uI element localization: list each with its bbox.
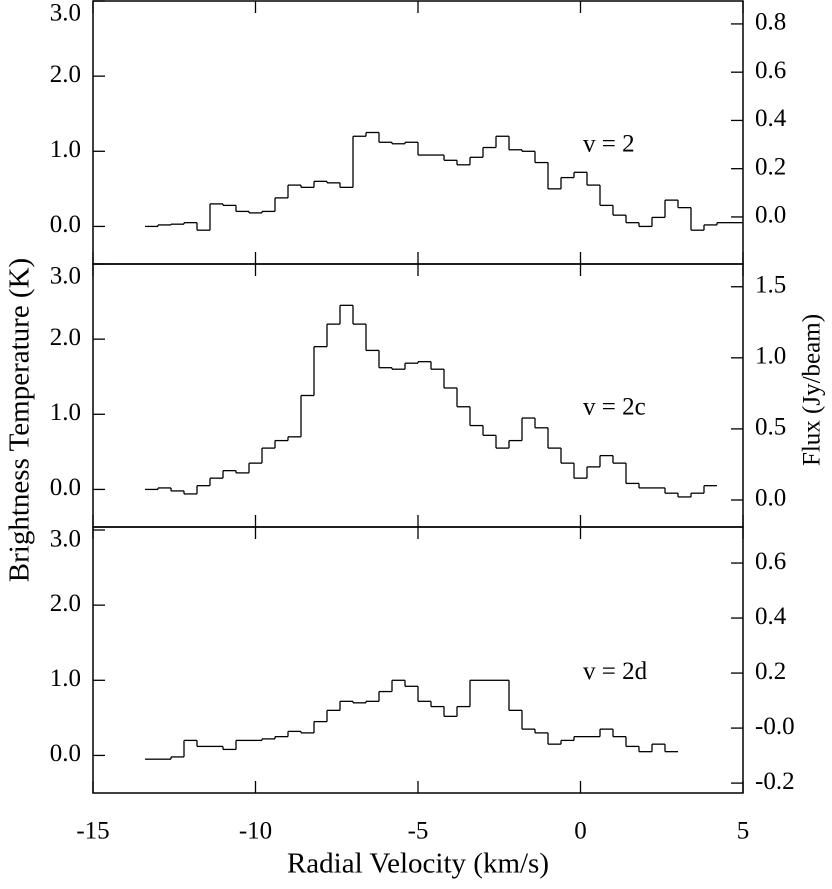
panel-annotation: v = 2d bbox=[583, 658, 648, 685]
x-axis-label: Radial Velocity (km/s) bbox=[287, 848, 549, 880]
y-tick-label: 0.0 bbox=[50, 740, 81, 767]
x-tick-label: -15 bbox=[76, 818, 109, 845]
x-tick-label: 0 bbox=[574, 818, 587, 845]
y2-tick-label: 0.2 bbox=[755, 153, 786, 180]
y-tick-label: 1.0 bbox=[50, 136, 81, 163]
y-tick-label: 0.0 bbox=[50, 211, 81, 238]
y2-tick-label: 0.0 bbox=[755, 202, 786, 229]
y2-tick-label: 0.4 bbox=[755, 105, 787, 132]
y2-tick-label: 0.2 bbox=[755, 658, 786, 685]
y2-tick-label: 0.5 bbox=[755, 414, 786, 441]
panel-annotation: v = 2 bbox=[583, 130, 635, 157]
panel-annotation: v = 2c bbox=[583, 393, 646, 420]
y2-tick-label: -0.2 bbox=[755, 768, 795, 795]
y-tick-label: 1.0 bbox=[50, 399, 81, 426]
y2-tick-label: -0.0 bbox=[755, 713, 795, 740]
y2-tick-label: 0.4 bbox=[755, 603, 787, 630]
x-tick-label: -10 bbox=[239, 818, 272, 845]
y-tick-label: 2.0 bbox=[50, 324, 81, 351]
y2-axis-label: Flux (Jy/beam) bbox=[799, 314, 826, 466]
y2-tick-label: 0.8 bbox=[755, 9, 786, 36]
y-tick-label: 2.0 bbox=[50, 590, 81, 617]
x-tick-label: -5 bbox=[408, 818, 429, 845]
y-axis-label: Brightness Temperature (K) bbox=[4, 258, 36, 582]
y2-tick-label: 0.6 bbox=[755, 548, 786, 575]
y-tick-label: 3.0 bbox=[50, 0, 81, 27]
y-tick-label: 0.0 bbox=[50, 474, 81, 501]
y-tick-label: 1.0 bbox=[50, 665, 81, 692]
y-tick-label: 3.0 bbox=[50, 263, 81, 290]
y-tick-label: 2.0 bbox=[50, 61, 81, 88]
y2-tick-label: 0.0 bbox=[755, 485, 786, 512]
y2-tick-label: 1.5 bbox=[755, 271, 786, 298]
y-tick-label: 3.0 bbox=[50, 526, 81, 553]
y2-tick-label: 0.6 bbox=[755, 57, 786, 84]
panel-frame bbox=[92, 0, 744, 265]
y2-tick-label: 1.0 bbox=[755, 343, 786, 370]
x-tick-label: 5 bbox=[737, 818, 750, 845]
